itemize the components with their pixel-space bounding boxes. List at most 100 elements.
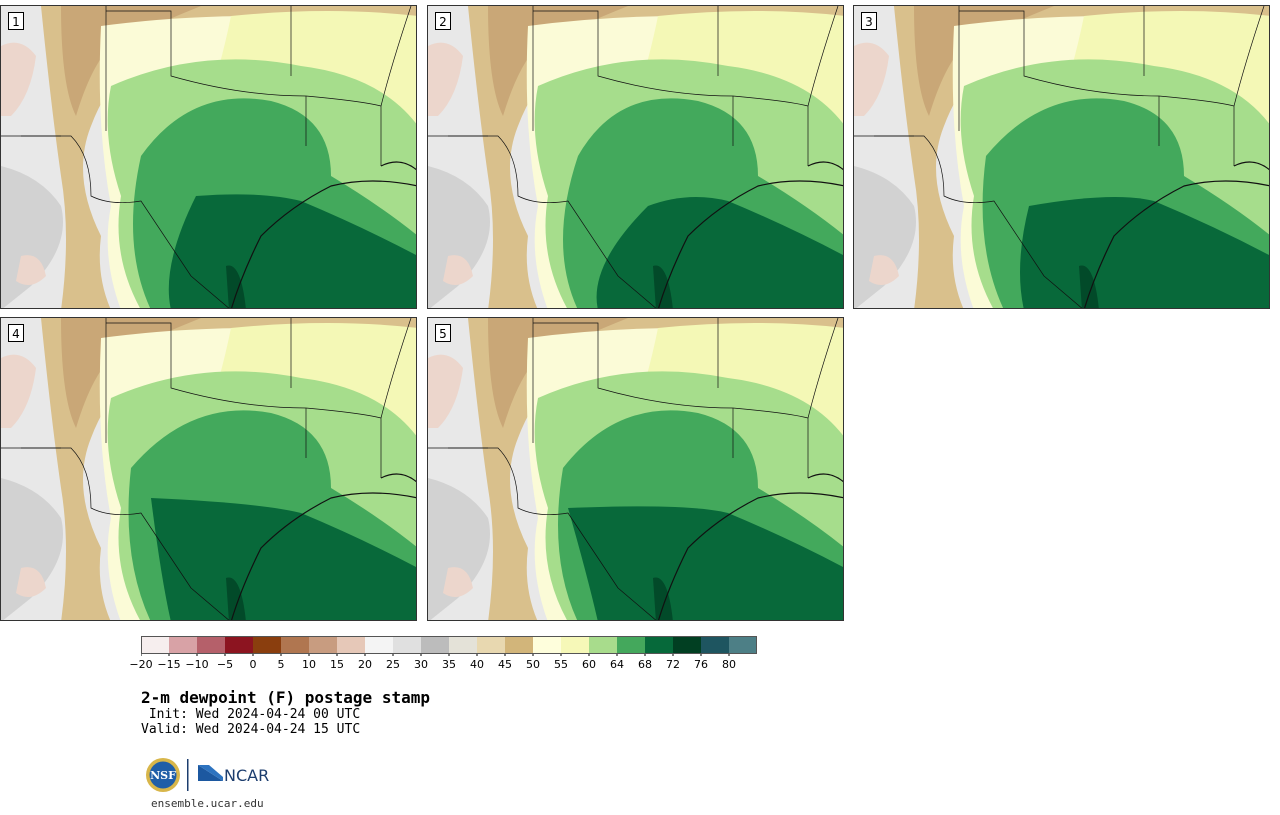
state-border-line	[1233, 161, 1269, 171]
dewpoint-contour-region	[1, 42, 36, 116]
colorbar-swatch	[729, 636, 757, 654]
ncar-logo-text: NCAR	[224, 766, 269, 785]
colorbar-swatch	[477, 636, 505, 654]
stamp-panel-5: 5	[427, 317, 844, 621]
dewpoint-contour-region	[1079, 265, 1099, 308]
state-border-line	[1083, 180, 1269, 308]
colorbar-tick-label: −10	[185, 658, 209, 671]
colorbar-swatch	[449, 636, 477, 654]
stamp-panel-3: 3	[853, 5, 1270, 309]
dewpoint-contour-region	[568, 506, 843, 620]
dewpoint-map	[428, 6, 843, 308]
state-border-line	[874, 135, 1083, 308]
colorbar-swatch	[337, 636, 365, 654]
colorbar-swatch	[617, 636, 645, 654]
colorbar-tick-label: 50	[526, 658, 540, 671]
colorbar-tick-label: 25	[386, 658, 400, 671]
colorbar-tick-label: 30	[414, 658, 428, 671]
dewpoint-contour-region	[61, 318, 201, 428]
dewpoint-contour-region	[443, 255, 473, 285]
dewpoint-map	[854, 6, 1269, 308]
dewpoint-contour-region	[16, 255, 46, 285]
state-border-line	[21, 447, 230, 620]
state-border-line	[448, 447, 657, 620]
state-border-line	[230, 180, 416, 308]
dewpoint-contour-region	[854, 166, 916, 308]
colorbar-swatch	[673, 636, 701, 654]
state-border-line	[533, 322, 734, 409]
dewpoint-contour-region	[428, 354, 463, 428]
state-border-line	[1158, 95, 1235, 166]
dewpoint-contour-region	[443, 567, 473, 597]
stamp-label: 3	[861, 12, 877, 30]
colorbar-tick-label: 15	[330, 658, 344, 671]
colorbar-swatch	[169, 636, 197, 654]
dewpoint-contour-region	[428, 42, 463, 116]
colorbar-swatch	[309, 636, 337, 654]
dewpoint-map	[428, 318, 843, 620]
colorbar-swatch	[393, 636, 421, 654]
colorbar-tick-label: 45	[498, 658, 512, 671]
colorbar-swatch	[253, 636, 281, 654]
colorbar-tick-label: 10	[302, 658, 316, 671]
stamp-panel-2: 2	[427, 5, 844, 309]
site-url[interactable]: ensemble.ucar.edu	[151, 797, 264, 810]
state-border-line	[732, 407, 809, 478]
dewpoint-contour-region	[653, 577, 673, 620]
dewpoint-contour-region	[488, 6, 628, 116]
stamp-panel-4: 4	[0, 317, 417, 621]
state-border-line	[807, 161, 843, 171]
colorbar-tick-label: 60	[582, 658, 596, 671]
dewpoint-contour-region	[1, 478, 64, 620]
stamp-label: 1	[8, 12, 24, 30]
dewpoint-contour-region	[61, 6, 201, 116]
state-border-line	[533, 10, 734, 97]
colorbar-swatch	[365, 636, 393, 654]
state-border-line	[380, 473, 416, 483]
stamp-label: 5	[435, 324, 451, 342]
colorbar-tick-label: −20	[129, 658, 153, 671]
colorbar-tick-label: 35	[442, 658, 456, 671]
state-border-line	[106, 322, 307, 409]
state-border-line	[807, 6, 839, 107]
state-border-line	[657, 180, 843, 308]
colorbar-tick-label: 72	[666, 658, 680, 671]
state-border-line	[106, 10, 307, 97]
stamp-panel-1: 1	[0, 5, 417, 309]
state-border-line	[230, 492, 416, 620]
dewpoint-map	[1, 6, 416, 308]
dewpoint-contour-region	[488, 318, 628, 428]
colorbar-tick-label: 64	[610, 658, 624, 671]
dewpoint-contour-region	[914, 6, 1054, 116]
stamp-label: 2	[435, 12, 451, 30]
colorbar-tick-label: 5	[277, 658, 285, 671]
dewpoint-contour-region	[854, 42, 889, 116]
state-border-line	[657, 492, 843, 620]
state-border-line	[305, 95, 382, 166]
valid-time: Valid: Wed 2024-04-24 15 UTC	[141, 722, 361, 737]
colorbar-tick-label: 76	[694, 658, 708, 671]
dewpoint-contour-region	[428, 478, 490, 620]
colorbar-tick-label: 80	[722, 658, 736, 671]
state-border-line	[732, 95, 809, 166]
state-border-line	[21, 135, 230, 308]
colorbar-tick-label: −5	[216, 658, 234, 671]
nsf-logo-icon: NSF	[146, 758, 180, 792]
dewpoint-contour-region	[151, 498, 416, 620]
state-border-line	[807, 318, 839, 419]
stamp-label: 4	[8, 324, 24, 342]
colorbar	[141, 636, 757, 656]
dewpoint-contour-region	[1, 166, 64, 308]
colorbar-swatch	[225, 636, 253, 654]
colorbar-frame	[141, 636, 757, 654]
state-border-line	[380, 318, 412, 419]
dewpoint-contour-region	[653, 265, 673, 308]
colorbar-tick-label: 68	[638, 658, 652, 671]
colorbar-swatch	[533, 636, 561, 654]
colorbar-swatch	[561, 636, 589, 654]
state-border-line	[807, 473, 843, 483]
colorbar-tick-label: −15	[157, 658, 181, 671]
colorbar-swatch	[645, 636, 673, 654]
ncar-logo-icon: NCAR	[198, 765, 269, 785]
colorbar-tick-labels: −20 −15 −10 −5 0 5 10 15 20 25 30 35 40 45 50 55 60 64 68 7…	[0, 658, 1280, 674]
